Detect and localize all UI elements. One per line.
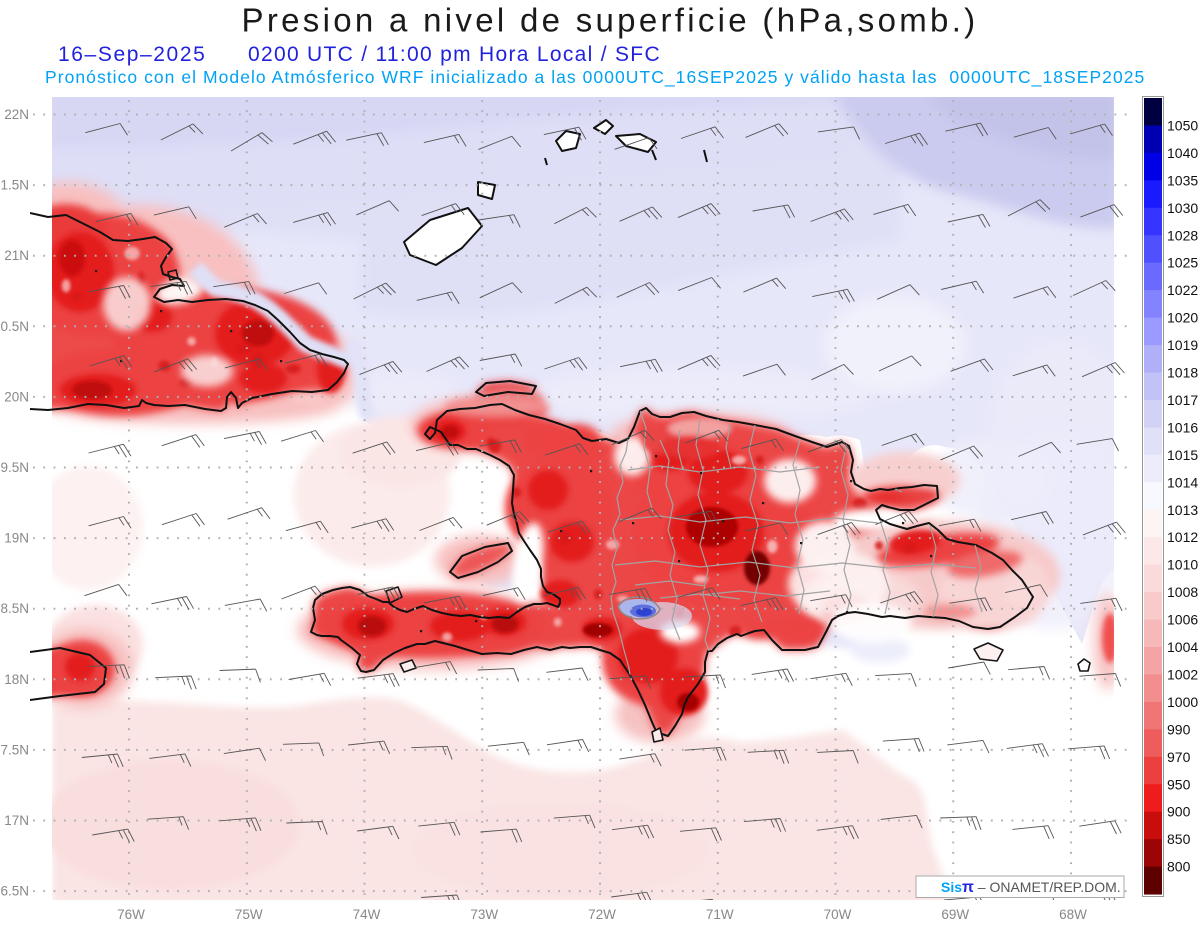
svg-text:20N: 20N (4, 389, 29, 404)
svg-text:9.5N: 9.5N (0, 460, 29, 475)
svg-text:0200 UTC / 11:00 pm Hora Local: 0200 UTC / 11:00 pm Hora Local / SFC (248, 43, 661, 66)
svg-text:1012: 1012 (1167, 529, 1198, 545)
svg-text:73W: 73W (470, 907, 498, 922)
svg-text:68W: 68W (1059, 907, 1087, 922)
svg-text:8.5N: 8.5N (0, 601, 29, 616)
svg-text:21N: 21N (4, 248, 29, 263)
svg-text:1.5N: 1.5N (0, 178, 29, 193)
svg-text:19N: 19N (4, 531, 29, 546)
svg-text:990: 990 (1167, 721, 1191, 737)
svg-text:1028: 1028 (1167, 227, 1198, 243)
svg-text:74W: 74W (353, 907, 381, 922)
svg-text:16–Sep–2025: 16–Sep–2025 (58, 43, 206, 66)
svg-text:1000: 1000 (1167, 694, 1198, 710)
svg-text:1014: 1014 (1167, 474, 1198, 490)
svg-text:22N: 22N (4, 107, 29, 122)
svg-text:75W: 75W (235, 907, 263, 922)
svg-text:17N: 17N (4, 813, 29, 828)
svg-text:Pronóstico con el Modelo Atmós: Pronóstico con el Modelo Atmósferico WRF… (45, 67, 1145, 88)
svg-text:70W: 70W (824, 907, 852, 922)
svg-text:1010: 1010 (1167, 557, 1198, 573)
svg-text:18N: 18N (4, 672, 29, 687)
svg-text:1030: 1030 (1167, 200, 1198, 216)
svg-text:850: 850 (1167, 831, 1191, 847)
svg-text:800: 800 (1167, 859, 1191, 875)
svg-text:1002: 1002 (1167, 666, 1198, 682)
svg-text:Presion a nivel de superficie: Presion a nivel de superficie (hPa,somb.… (242, 2, 979, 39)
svg-text:1004: 1004 (1167, 639, 1198, 655)
svg-text:1025: 1025 (1167, 255, 1198, 271)
svg-text:1006: 1006 (1167, 612, 1198, 628)
svg-text:1050: 1050 (1167, 117, 1198, 133)
svg-text:6.5N: 6.5N (0, 884, 29, 899)
svg-text:950: 950 (1167, 776, 1191, 792)
svg-text:1019: 1019 (1167, 337, 1198, 353)
svg-text:0.5N: 0.5N (0, 319, 29, 334)
svg-text:900: 900 (1167, 804, 1191, 820)
svg-text:76W: 76W (117, 907, 145, 922)
svg-text:1018: 1018 (1167, 365, 1198, 381)
svg-text:1022: 1022 (1167, 282, 1198, 298)
svg-text:1015: 1015 (1167, 447, 1198, 463)
svg-text:970: 970 (1167, 749, 1191, 765)
svg-text:1017: 1017 (1167, 392, 1198, 408)
svg-text:1020: 1020 (1167, 310, 1198, 326)
svg-text:7.5N: 7.5N (0, 742, 29, 757)
svg-text:1008: 1008 (1167, 584, 1198, 600)
svg-text:72W: 72W (588, 907, 616, 922)
svg-text:Sisπ – ONAMET/REP.DOM.: Sisπ – ONAMET/REP.DOM. (941, 879, 1121, 896)
svg-text:69W: 69W (941, 907, 969, 922)
svg-text:1016: 1016 (1167, 419, 1198, 435)
svg-text:1013: 1013 (1167, 502, 1198, 518)
svg-text:1035: 1035 (1167, 172, 1198, 188)
svg-text:71W: 71W (706, 907, 734, 922)
svg-text:1040: 1040 (1167, 145, 1198, 161)
